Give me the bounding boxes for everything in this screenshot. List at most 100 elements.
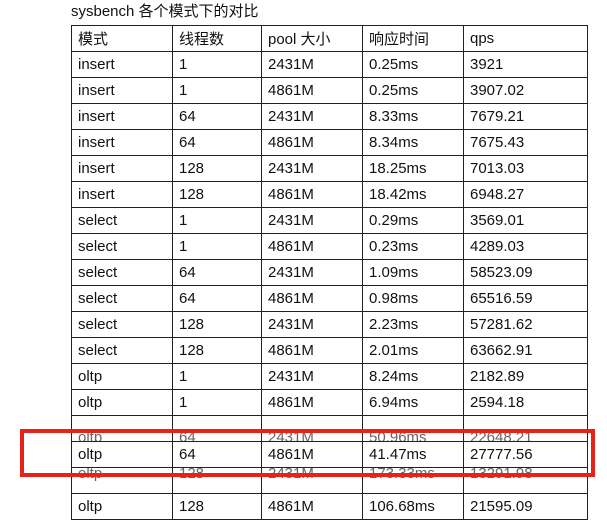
response-time-cell: 50.96ms [362,415,464,442]
mode-cell: insert [71,103,173,130]
mode-cell: oltp [71,467,173,494]
qps-cell: 3921 [463,51,588,78]
table-row: select 1 4861M 0.23ms 4289.03 [71,233,588,260]
mode-cell: select [71,311,173,338]
threads-cell: 64 [172,129,262,156]
response-time-cell: 8.33ms [362,103,464,130]
threads-cell: 128 [172,311,262,338]
qps-cell: 7679.21 [463,103,588,130]
qps-cell: 57281.62 [463,311,588,338]
mode-cell: select [71,285,173,312]
mode-cell: insert [71,51,173,78]
threads-cell: 64 [172,415,262,442]
table-row: select 64 4861M 0.98ms 65516.59 [71,285,588,312]
table-row: insert 64 2431M 8.33ms 7679.21 [71,103,588,130]
response-time-cell: 2.23ms [362,311,464,338]
mode-cell: oltp [71,441,173,468]
response-time-cell: 0.98ms [362,285,464,312]
table-row: insert 64 4861M 8.34ms 7675.43 [71,129,588,156]
table-row: insert 128 2431M 18.25ms 7013.03 [71,155,588,182]
threads-cell: 128 [172,493,262,520]
response-time-cell: 6.94ms [362,389,464,416]
threads-cell: 1 [172,363,262,390]
qps-cell: 7675.43 [463,129,588,156]
qps-cell: 27777.56 [463,441,588,468]
qps-cell: 7013.03 [463,155,588,182]
table-row: select 64 2431M 1.09ms 58523.09 [71,259,588,286]
mode-cell: select [71,259,173,286]
table-row: select 128 2431M 2.23ms 57281.62 [71,311,588,338]
qps-cell: 22648.21 [463,415,588,442]
table-row: insert 1 2431M 0.25ms 3921 [71,51,588,78]
response-time-cell: 2.01ms [362,337,464,364]
page-title: sysbench 各个模式下的对比 [71,3,259,20]
pool-size-cell: 2431M [261,259,363,286]
pool-size-cell: 2431M [261,467,363,494]
response-time-cell: 1.09ms [362,259,464,286]
mode-cell: oltp [71,363,173,390]
threads-cell: 1 [172,207,262,234]
qps-cell: 58523.09 [463,259,588,286]
threads-cell: 128 [172,467,262,494]
response-time-cell: 0.25ms [362,77,464,104]
pool-size-cell: 4861M [261,389,363,416]
pool-size-cell: 2431M [261,51,363,78]
pool-size-cell: 4861M [261,233,363,260]
qps-cell: 65516.59 [463,285,588,312]
header-qps: qps [463,25,588,52]
threads-cell: 64 [172,259,262,286]
threads-cell: 64 [172,285,262,312]
pool-size-cell: 4861M [261,493,363,520]
table-row: oltp 128 4861M 106.68ms 21595.09 [71,493,588,520]
table-row: oltp 1 2431M 8.24ms 2182.89 [71,363,588,390]
pool-size-cell: 4861M [261,77,363,104]
mode-cell: insert [71,77,173,104]
table-header-row: 模式 线程数 pool 大小 响应时间 qps [71,25,588,52]
header-pool-size: pool 大小 [261,25,363,52]
mode-cell: insert [71,181,173,208]
mode-cell: select [71,337,173,364]
pool-size-cell: 2431M [261,311,363,338]
response-time-cell: 173.33ms [362,467,464,494]
table-row: select 128 4861M 2.01ms 63662.91 [71,337,588,364]
pool-size-cell: 4861M [261,129,363,156]
table-row: oltp 1 4861M 6.94ms 2594.18 [71,389,588,416]
mode-cell: oltp [71,493,173,520]
threads-cell: 64 [172,441,262,468]
mode-cell: oltp [71,415,173,442]
qps-cell: 2594.18 [463,389,588,416]
pool-size-cell: 4861M [261,181,363,208]
qps-cell: 63662.91 [463,337,588,364]
sysbench-comparison-table: 模式 线程数 pool 大小 响应时间 qps insert 1 2431M 0.25… [71,25,588,520]
response-time-cell: 0.23ms [362,233,464,260]
threads-cell: 128 [172,181,262,208]
response-time-cell: 106.68ms [362,493,464,520]
threads-cell: 1 [172,389,262,416]
mode-cell: oltp [71,389,173,416]
qps-cell: 2182.89 [463,363,588,390]
qps-cell: 4289.03 [463,233,588,260]
qps-cell: 3569.01 [463,207,588,234]
qps-cell: 21595.09 [463,493,588,520]
pool-size-cell: 2431M [261,415,363,442]
threads-cell: 1 [172,51,262,78]
mode-cell: select [71,233,173,260]
pool-size-cell: 2431M [261,363,363,390]
pool-size-cell: 4861M [261,441,363,468]
threads-cell: 1 [172,233,262,260]
header-threads: 线程数 [172,25,262,52]
threads-cell: 128 [172,337,262,364]
pool-size-cell: 2431M [261,207,363,234]
response-time-cell: 8.24ms [362,363,464,390]
pool-size-cell: 2431M [261,155,363,182]
mode-cell: insert [71,155,173,182]
qps-cell: 13291.98 [463,467,588,494]
table-row: oltp 64 2431M 50.96ms 22648.21 [71,415,588,442]
table-row: insert 128 4861M 18.42ms 6948.27 [71,181,588,208]
pool-size-cell: 2431M [261,103,363,130]
mode-cell: insert [71,129,173,156]
threads-cell: 128 [172,155,262,182]
qps-cell: 6948.27 [463,181,588,208]
response-time-cell: 0.29ms [362,207,464,234]
response-time-cell: 0.25ms [362,51,464,78]
